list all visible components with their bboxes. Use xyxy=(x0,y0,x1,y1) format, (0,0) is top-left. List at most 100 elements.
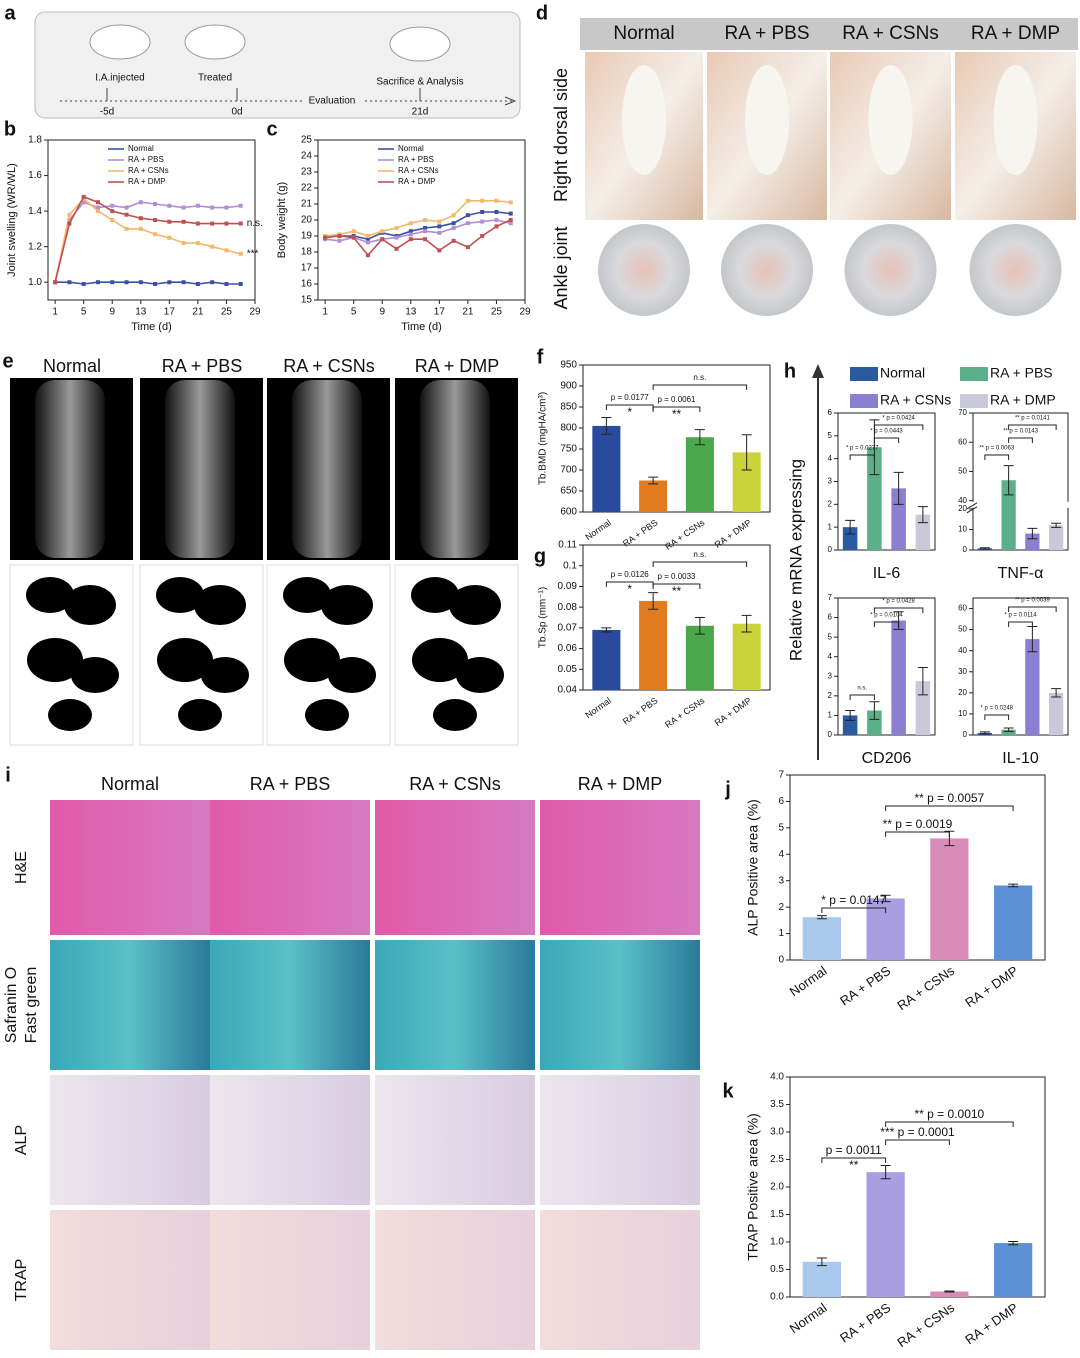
bar xyxy=(685,625,714,690)
y-axis-label: Joint swelling (WR/WL) xyxy=(6,163,18,277)
annotation: n.s. xyxy=(247,218,263,229)
panel-letter: b xyxy=(4,118,16,140)
histology-image xyxy=(50,1075,210,1205)
ct-bone xyxy=(292,380,362,558)
x-tick-label: 21 xyxy=(192,307,204,318)
x-tick-label: 5 xyxy=(81,307,87,318)
bar xyxy=(891,488,906,550)
bar xyxy=(592,629,621,690)
point xyxy=(195,282,200,286)
y-tick-label: 0.5 xyxy=(770,1264,784,1275)
error-bar xyxy=(1051,688,1062,698)
point xyxy=(95,200,100,205)
error-bar xyxy=(1003,465,1014,496)
annotation: n.s. xyxy=(857,686,867,692)
x-axis-label: Time (d) xyxy=(131,321,172,333)
point xyxy=(181,280,186,285)
y-tick-label: 4 xyxy=(828,454,833,463)
plot-frame xyxy=(47,139,256,301)
ct-section-bone xyxy=(305,699,349,731)
point xyxy=(138,200,143,205)
x-tick-label: 29 xyxy=(249,307,261,318)
panel-letter: a xyxy=(4,2,16,24)
mouse-icon xyxy=(184,24,246,60)
annotation: * p = 0.0248 xyxy=(980,706,1013,712)
legend-swatch xyxy=(850,367,878,381)
y-tick-label: 0.07 xyxy=(558,622,578,633)
error-bar xyxy=(845,710,856,721)
y-tick-label: 750 xyxy=(560,444,577,455)
point xyxy=(67,212,72,217)
y-tick-label: 60 xyxy=(958,604,967,613)
row-label: TRAP xyxy=(13,1259,30,1302)
axis-break xyxy=(967,501,1074,508)
point xyxy=(465,213,470,218)
point xyxy=(494,198,499,203)
point xyxy=(380,237,385,242)
point xyxy=(451,238,456,243)
point xyxy=(451,213,456,218)
point xyxy=(337,238,342,243)
point xyxy=(238,221,243,226)
y-tick-label: 7 xyxy=(828,593,833,602)
point xyxy=(408,237,413,242)
timeline-step: I.A.injected xyxy=(95,73,144,84)
bar xyxy=(1001,480,1016,550)
point xyxy=(153,232,158,237)
ct-bone xyxy=(165,380,235,558)
panel-letter: j xyxy=(724,778,731,800)
point xyxy=(210,221,215,226)
point xyxy=(423,229,428,234)
x-tick-label: 25 xyxy=(491,307,503,318)
series-line xyxy=(54,201,241,283)
row-label: Right dorsal side xyxy=(551,68,571,202)
y-tick-label: 15 xyxy=(301,295,313,306)
panel-letter: f xyxy=(537,346,544,368)
point xyxy=(124,226,129,231)
y-tick-label: 6 xyxy=(828,613,833,622)
photo-header xyxy=(580,18,1078,50)
error-bar xyxy=(979,547,990,550)
ct-section-bone xyxy=(194,585,246,625)
point xyxy=(124,212,129,217)
point xyxy=(210,244,215,249)
error-bar xyxy=(869,701,880,720)
ct-section-bone xyxy=(433,699,477,731)
y-tick-label: 21 xyxy=(301,199,313,210)
point xyxy=(95,205,100,210)
annotation: ** p = 0.0057 xyxy=(915,791,985,805)
column-header: RA + CSNs xyxy=(842,23,939,44)
y-tick-label: 0 xyxy=(963,545,968,554)
y-tick-label: 6 xyxy=(778,796,784,807)
y-tick-label: 3.5 xyxy=(770,1099,784,1110)
annotation: ** p = 0.0019 xyxy=(883,817,953,831)
point xyxy=(153,202,158,206)
y-tick-label: 16 xyxy=(301,279,313,290)
point xyxy=(365,237,370,242)
annotation: ** xyxy=(849,1158,859,1172)
legend-label: RA + PBS xyxy=(128,155,164,164)
x-tick-label: RA + DMP xyxy=(713,695,753,727)
label-bg xyxy=(302,94,362,108)
annotation: p = 0.0011 xyxy=(826,1143,882,1157)
y-tick-label: 700 xyxy=(560,465,577,476)
column-header: RA + PBS xyxy=(250,774,331,794)
y-tick-label: 1.8 xyxy=(28,135,42,146)
panel-letter: d xyxy=(536,2,548,24)
y-tick-label: 3 xyxy=(828,671,833,680)
bar xyxy=(639,600,668,690)
point xyxy=(81,200,86,205)
error-bar xyxy=(893,471,904,505)
bracket xyxy=(1008,437,1033,443)
panel-letter: h xyxy=(784,360,796,382)
point xyxy=(138,280,143,285)
y-tick-label: 1.0 xyxy=(770,1237,784,1248)
point xyxy=(465,198,470,203)
point xyxy=(210,280,215,285)
point xyxy=(224,282,229,286)
histology-image xyxy=(540,800,700,935)
column-header: RA + PBS xyxy=(724,23,809,44)
bracket xyxy=(821,1157,887,1163)
ankle-photo xyxy=(721,224,813,316)
y-tick-label: 3.0 xyxy=(770,1127,784,1138)
